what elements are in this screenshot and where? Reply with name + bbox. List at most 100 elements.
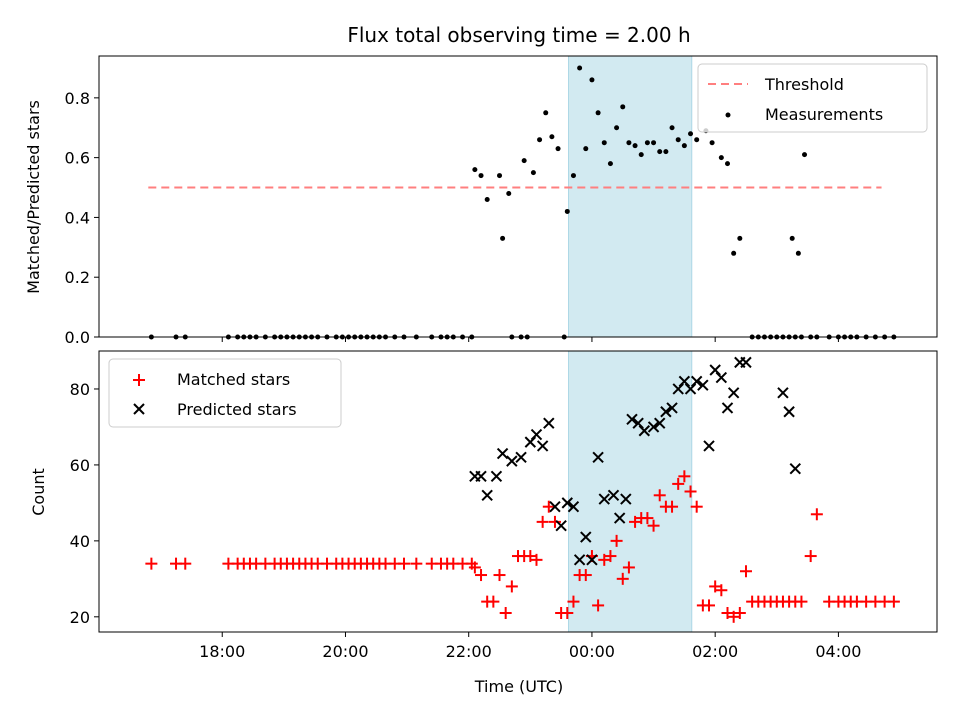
measurement-point xyxy=(802,152,808,158)
predicted-star-point xyxy=(632,417,644,429)
predicted-star-point xyxy=(607,489,620,502)
predicted-star-point xyxy=(506,455,518,467)
y-tick-label: 40 xyxy=(70,532,90,551)
matched-star-point xyxy=(505,580,518,593)
x-tick-label: 20:00 xyxy=(322,642,368,661)
predicted-star-point xyxy=(647,421,660,433)
predicted-star-point xyxy=(555,519,567,532)
predicted-star-point xyxy=(481,489,493,502)
ratio-legend: Threshold Measurements xyxy=(697,63,928,133)
measurement-point xyxy=(555,146,561,152)
measurement-point xyxy=(472,167,478,173)
measurement-point xyxy=(537,137,543,143)
matched-star-point xyxy=(795,595,808,608)
measurement-point xyxy=(669,125,675,131)
matched-star-point xyxy=(887,595,900,608)
y-tick-label: 0.8 xyxy=(65,89,90,108)
measurement-point xyxy=(718,155,724,161)
matched-star-point xyxy=(629,515,642,528)
measurement-point xyxy=(681,143,687,149)
y-tick-label: 0.0 xyxy=(65,328,90,347)
count-y-axis-label: Count xyxy=(29,468,48,516)
matched-star-point xyxy=(709,580,722,593)
predicted-star-point xyxy=(666,402,678,414)
predicted-star-point xyxy=(638,425,651,437)
measurement-point xyxy=(626,140,632,146)
matched-legend-swatch xyxy=(133,374,145,386)
matched-star-point xyxy=(810,508,823,521)
predicted-star-point xyxy=(524,436,537,448)
predicted-star-point xyxy=(573,554,586,566)
matched-star-point xyxy=(703,599,716,612)
matched-star-point xyxy=(616,572,629,585)
matched-star-point xyxy=(493,569,506,582)
matched-star-point xyxy=(653,489,666,502)
predicted-star-point xyxy=(672,383,684,395)
measurement-point xyxy=(632,143,638,149)
measurement-point xyxy=(595,110,601,116)
matched-star-point xyxy=(542,500,555,513)
measurement-point xyxy=(789,235,795,241)
predicted-star-point xyxy=(684,383,697,395)
predicted-star-point xyxy=(613,512,626,524)
matched-star-point xyxy=(684,485,697,498)
measurement-point xyxy=(644,140,650,146)
ratio-legend-box xyxy=(697,63,928,133)
matched-star-point xyxy=(499,607,512,620)
measurement-point xyxy=(663,149,669,155)
predicted-star-point xyxy=(598,493,610,505)
predicted-star-point xyxy=(740,356,752,369)
y-tick-label: 80 xyxy=(70,380,90,399)
chart-title: Flux total observing time = 2.00 h xyxy=(347,23,690,47)
measurement-point xyxy=(725,161,730,167)
matched-star-point xyxy=(398,557,411,570)
x-tick-label: 04:00 xyxy=(815,642,861,661)
predicted-star-point xyxy=(654,417,666,429)
matched-star-point xyxy=(567,595,580,608)
matched-star-point xyxy=(524,550,537,563)
measurement-point xyxy=(651,140,657,146)
matched-star-point xyxy=(721,607,734,620)
measurement-point xyxy=(614,125,620,131)
matched-star-point xyxy=(804,550,817,563)
matched-star-point xyxy=(727,610,740,623)
predicted-star-point xyxy=(626,413,638,426)
matched-star-point xyxy=(739,565,752,578)
observing-window-span xyxy=(568,55,693,338)
measurement-point xyxy=(577,65,583,71)
ratio-panel: 0.00.20.40.60.8 Matched/Predicted stars … xyxy=(24,55,938,347)
x-tick-label: 22:00 xyxy=(446,642,492,661)
count-legend: Matched stars Predicted stars xyxy=(108,358,342,428)
predicted-star-points xyxy=(469,356,801,566)
matched-star-point xyxy=(598,553,611,566)
matched-star-point xyxy=(715,584,728,597)
measurement-point xyxy=(688,131,694,137)
predicted-star-point xyxy=(543,417,555,429)
matched-star-point xyxy=(145,557,158,570)
matched-star-point xyxy=(672,477,685,490)
predicted-star-point xyxy=(727,387,740,399)
matched-star-point xyxy=(475,569,488,582)
y-tick-label: 60 xyxy=(70,456,90,475)
measurements-legend-label: Measurements xyxy=(765,105,883,124)
predicted-legend-label: Predicted stars xyxy=(177,400,297,419)
measurement-point xyxy=(497,173,503,179)
matched-star-point xyxy=(733,607,746,620)
count-legend-box xyxy=(108,358,342,428)
matched-star-point xyxy=(530,553,543,566)
predicted-star-point xyxy=(715,371,728,384)
y-tick-label: 0.4 xyxy=(65,208,90,227)
matched-star-point xyxy=(561,607,574,620)
highlight-span-rect xyxy=(568,55,693,338)
predicted-star-point xyxy=(678,375,691,388)
matched-star-point xyxy=(641,512,654,525)
measurement-point xyxy=(709,140,715,146)
count-x-ticks: 18:00 20:00 22:00 00:00 02:00 04:00 xyxy=(199,632,861,661)
measurement-point xyxy=(478,173,484,179)
matched-star-point xyxy=(592,599,605,612)
measurement-point xyxy=(564,208,570,214)
measurement-point xyxy=(731,250,737,256)
predicted-legend-swatch xyxy=(133,403,145,415)
count-y-ticks: 20 40 60 80 xyxy=(70,380,99,627)
